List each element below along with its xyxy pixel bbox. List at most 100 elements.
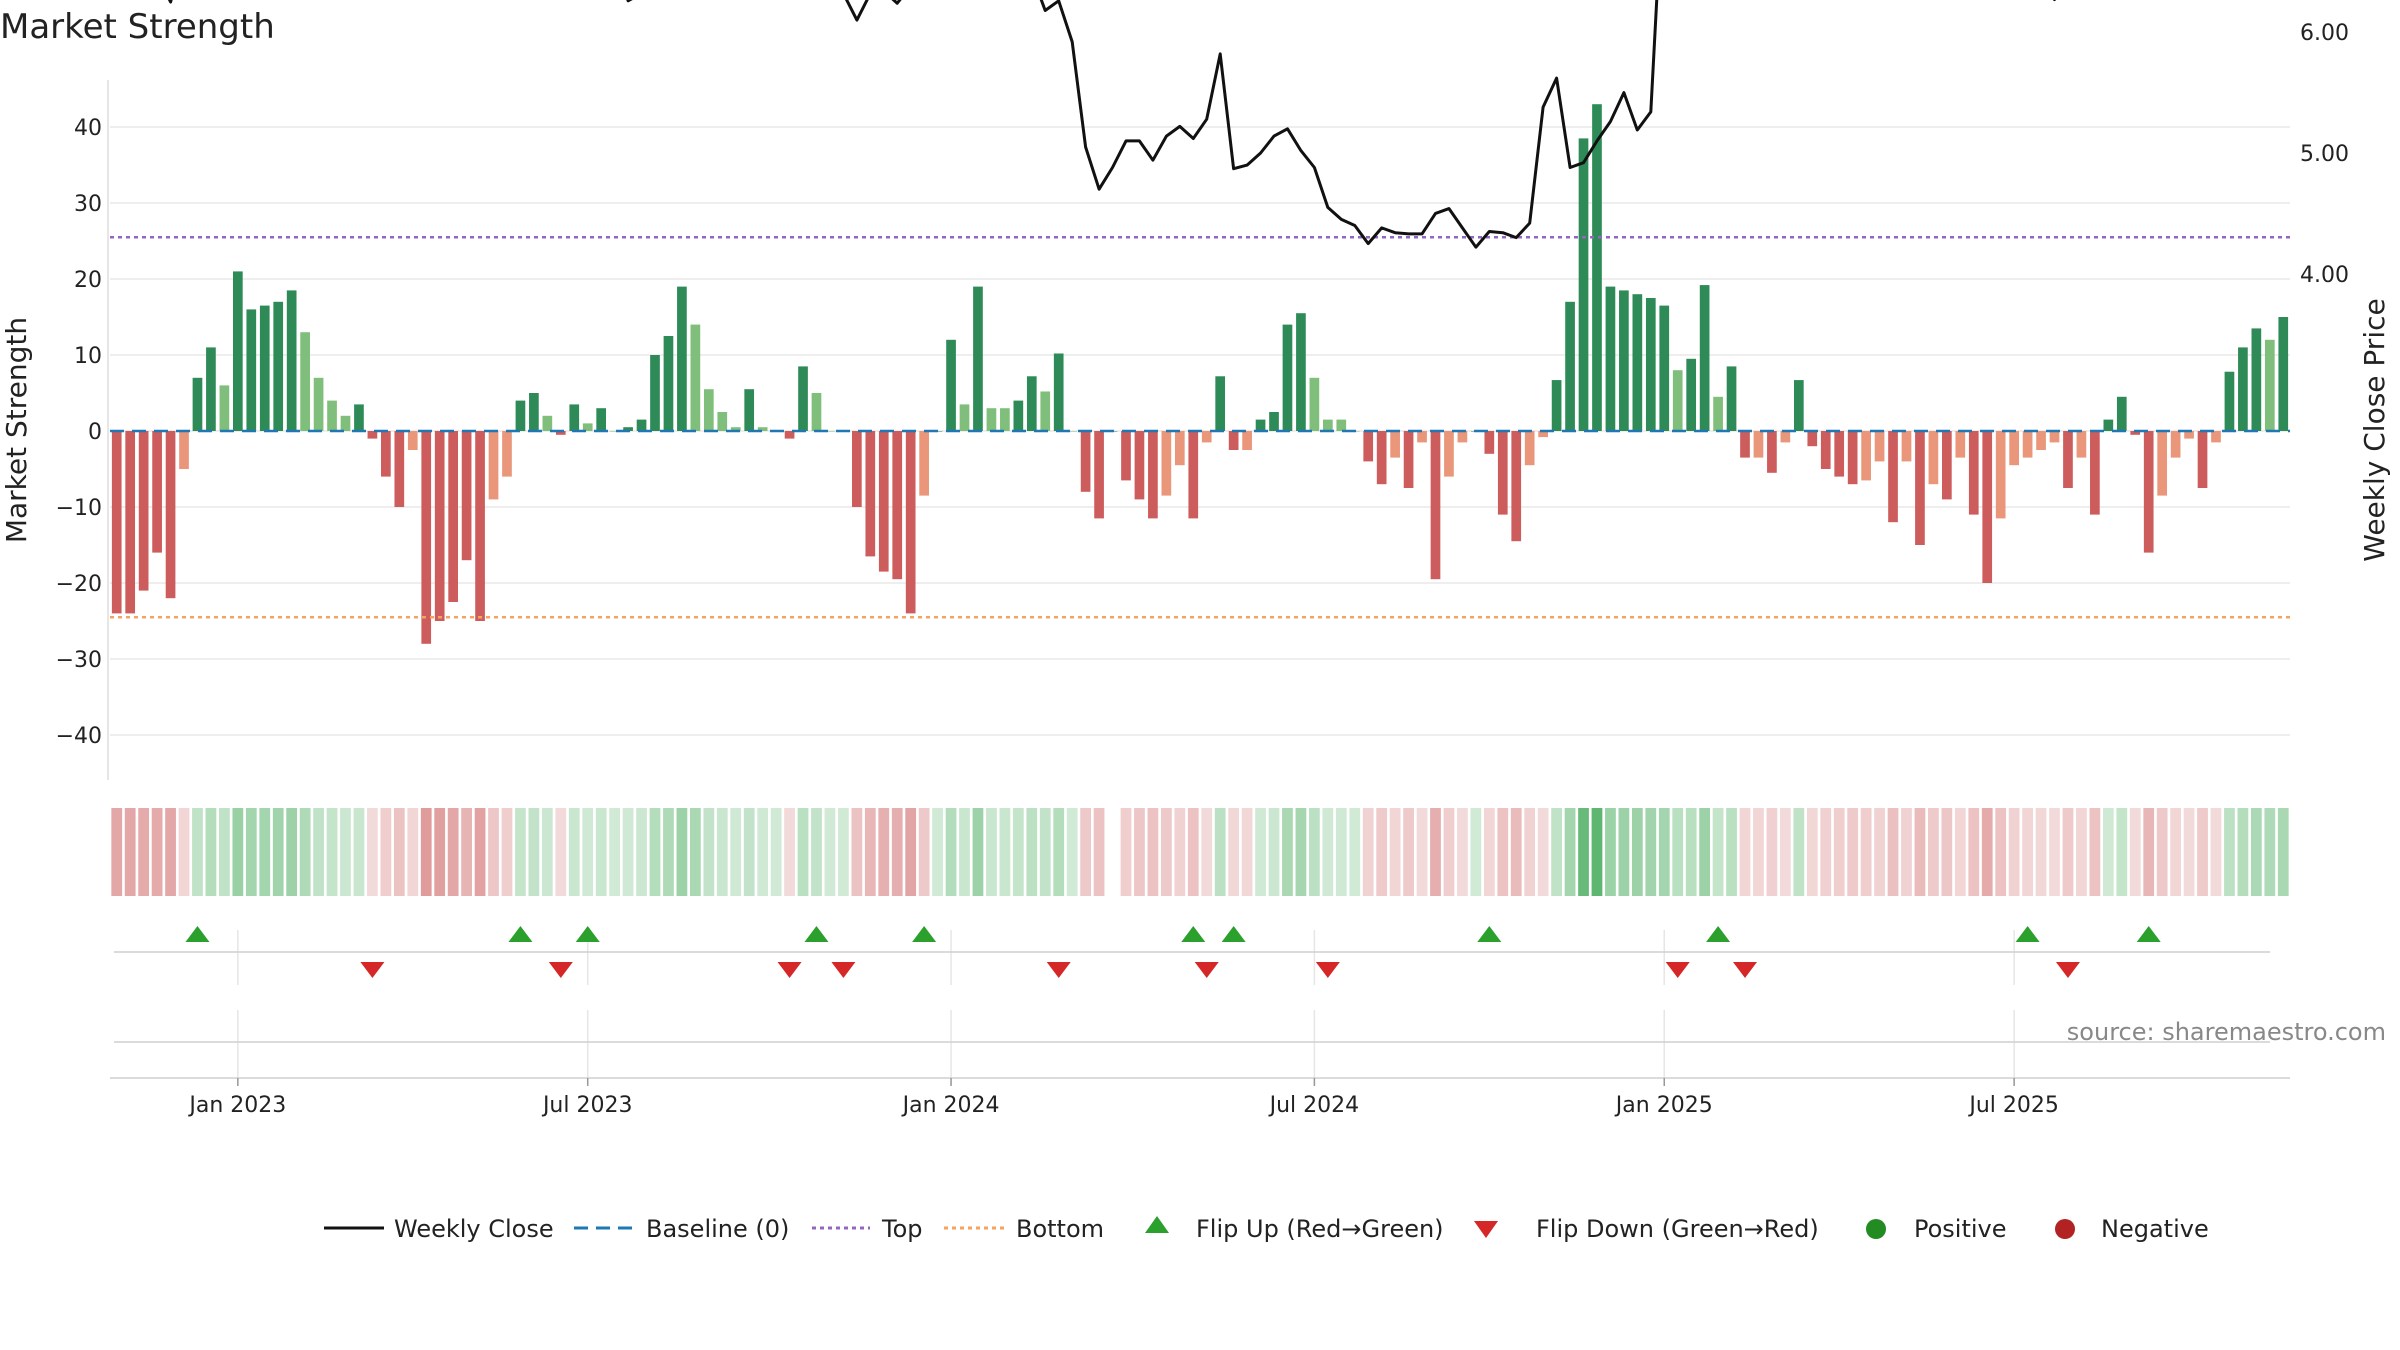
heat-cell	[515, 808, 526, 896]
heat-cell	[1282, 808, 1293, 896]
strength-bar	[2103, 419, 2114, 431]
strength-bar	[340, 415, 351, 431]
flip-up-marker	[185, 926, 210, 942]
strength-bar	[1309, 377, 1320, 431]
strength-bar	[219, 385, 230, 431]
strength-bar	[421, 431, 432, 644]
strength-bar	[138, 431, 149, 591]
heat-cell	[1309, 808, 1320, 896]
strength-bar	[1148, 431, 1158, 519]
strength-bar	[381, 431, 391, 477]
heat-cell	[124, 808, 136, 896]
strength-bar	[946, 339, 956, 431]
heat-cell	[232, 808, 244, 896]
strength-bar	[663, 336, 674, 431]
strength-bar	[1430, 431, 1441, 580]
strength-bar	[488, 431, 499, 500]
flip-up-marker	[912, 926, 937, 942]
heat-cell	[1483, 808, 1495, 896]
flip-down-marker	[1315, 962, 1340, 978]
strength-bar	[2211, 431, 2221, 443]
strength-bar	[125, 431, 136, 614]
strength-bar	[825, 431, 835, 432]
strength-bar	[434, 431, 445, 621]
heat-cell	[2089, 808, 2101, 896]
strength-bar	[569, 404, 580, 431]
flip-up-marker	[1477, 926, 1502, 942]
heat-cell	[905, 808, 917, 896]
flip-down-marker	[1665, 962, 1690, 978]
heat-cell	[743, 808, 755, 896]
strength-bar	[327, 400, 337, 431]
strength-bar	[259, 305, 270, 431]
flip-markers-panel	[114, 926, 2270, 978]
heat-cell	[1793, 808, 1805, 896]
heat-cell	[1618, 808, 1630, 896]
strength-bar	[1901, 431, 1912, 462]
heat-cell	[353, 808, 365, 896]
heat-cell	[770, 808, 782, 896]
strength-bar	[1242, 431, 1252, 450]
strength-bar	[1565, 301, 1575, 431]
x-axis: Jan 2023 Jul 2023 Jan 2024 Jul 2024 Jan 2025…	[110, 1077, 2290, 1118]
flip-up-marker	[1181, 926, 1206, 942]
heat-cell	[1605, 808, 1616, 896]
right-tick-label: 6.00	[2300, 21, 2349, 46]
heat-cell	[716, 808, 728, 896]
legend-negative-swatch	[2055, 1219, 2075, 1239]
strength-bar	[2009, 431, 2019, 466]
strength-bar	[1067, 431, 1078, 432]
strength-bar	[2197, 431, 2208, 488]
heat-cell	[622, 808, 634, 896]
heat-cell	[434, 808, 446, 896]
strength-bar	[1484, 431, 1495, 454]
strength-bar	[394, 431, 405, 507]
heat-cell	[2170, 808, 2181, 896]
strength-bar	[623, 427, 633, 431]
heat-cell	[1914, 808, 1926, 896]
strength-bar	[152, 431, 162, 553]
heat-cell	[111, 808, 123, 896]
strength-bar	[1215, 376, 1226, 431]
strength-bar	[2278, 317, 2289, 431]
heat-cell	[407, 808, 419, 896]
heat-cell	[1147, 808, 1159, 896]
heat-cell	[1537, 808, 1549, 896]
heat-cell	[1134, 808, 1145, 896]
heat-cell	[1658, 808, 1670, 896]
strength-bar	[2063, 431, 2073, 488]
strength-bar	[1363, 431, 1374, 462]
strength-bar	[609, 431, 620, 432]
flip-up-marker	[508, 926, 533, 942]
heat-cell	[1753, 808, 1764, 896]
heat-cell	[568, 808, 580, 896]
legend-flip-down-label: Flip Down (Green→Red)	[1536, 1215, 1819, 1243]
heat-cell	[1766, 808, 1778, 896]
heat-cell	[797, 808, 809, 896]
heat-cell	[676, 808, 688, 896]
strength-bar	[892, 431, 903, 580]
flip-down-marker	[1194, 962, 1219, 978]
strength-bar	[2157, 431, 2168, 496]
flip-up-marker	[1706, 926, 1731, 942]
heat-cell	[2277, 808, 2289, 896]
legend-flip-up-label: Flip Up (Red→Green)	[1196, 1215, 1444, 1243]
heat-cell	[474, 808, 486, 896]
strength-bar	[555, 431, 566, 435]
heat-cell	[2035, 808, 2047, 896]
heat-cell	[1928, 808, 1939, 896]
right-tick-label: 5.00	[2300, 142, 2349, 167]
heat-cell	[2183, 808, 2195, 896]
strength-bar	[1524, 431, 1535, 466]
heat-cell	[730, 808, 742, 896]
strength-bar	[919, 431, 929, 496]
legend-bottom-label: Bottom	[1016, 1215, 1104, 1243]
heat-cell	[1874, 808, 1885, 896]
strength-bar	[2170, 431, 2181, 458]
strength-bar	[811, 393, 822, 431]
legend-top-label: Top	[881, 1215, 923, 1243]
heat-cell	[1174, 808, 1186, 896]
heat-cell	[649, 808, 661, 896]
flip-down-marker	[548, 962, 573, 978]
strength-bar	[852, 431, 862, 507]
